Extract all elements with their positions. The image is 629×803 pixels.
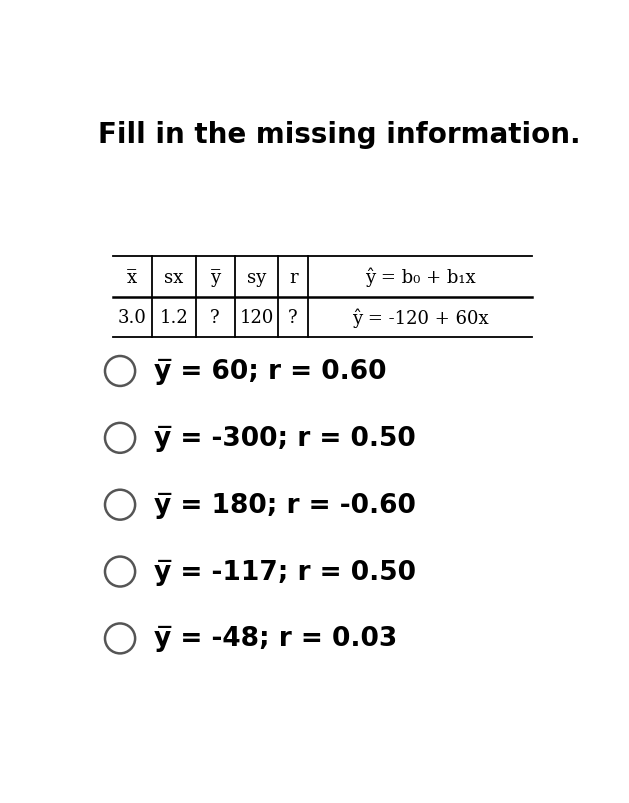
Text: 1.2: 1.2 [159, 308, 188, 326]
Text: 120: 120 [240, 308, 274, 326]
Text: Fill in the missing information.: Fill in the missing information. [98, 121, 581, 149]
Text: y̅ = -117; r = 0.50: y̅ = -117; r = 0.50 [154, 559, 416, 585]
Text: y̅ = 180; r = -0.60: y̅ = 180; r = -0.60 [154, 492, 416, 518]
Text: ŷ = b₀ + b₁x: ŷ = b₀ + b₁x [365, 267, 475, 287]
Text: y̅ = -48; r = 0.03: y̅ = -48; r = 0.03 [154, 626, 398, 652]
Text: y̅ = -300; r = 0.50: y̅ = -300; r = 0.50 [154, 426, 416, 451]
Text: y̅: y̅ [210, 268, 220, 286]
Text: r: r [289, 268, 298, 286]
Text: sx: sx [164, 268, 183, 286]
Text: x̅: x̅ [127, 268, 137, 286]
Text: ŷ = -120 + 60x: ŷ = -120 + 60x [352, 308, 488, 327]
Text: sy: sy [247, 268, 266, 286]
Text: ?: ? [288, 308, 298, 326]
Text: y̅ = 60; r = 0.60: y̅ = 60; r = 0.60 [154, 358, 387, 385]
Text: ?: ? [210, 308, 220, 326]
Text: 3.0: 3.0 [118, 308, 147, 326]
